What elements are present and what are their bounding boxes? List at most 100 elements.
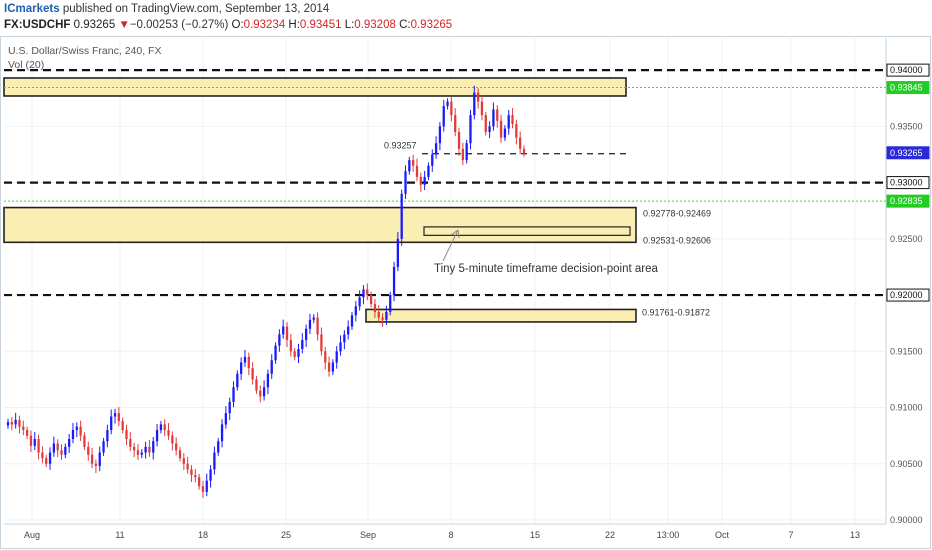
candle-body xyxy=(270,360,273,374)
candle-body xyxy=(48,452,52,464)
candle-body xyxy=(178,450,182,459)
high-value: 0.93451 xyxy=(299,19,342,31)
candle-body xyxy=(144,446,147,453)
candle-body xyxy=(419,176,422,185)
price-chart[interactable]: 0.92778-0.92469 0.92531-0.92606 0.91761-0.… xyxy=(0,36,932,550)
candle-body xyxy=(381,317,384,320)
candle-body xyxy=(37,439,40,453)
chart-title: U.S. Dollar/Swiss Franc, 240, FX xyxy=(8,45,161,57)
close-value: 0.93265 xyxy=(410,19,453,31)
close-label: C: xyxy=(399,19,411,31)
candle-body xyxy=(14,419,17,425)
candle-body xyxy=(350,315,354,327)
candle-body xyxy=(98,452,101,467)
zone-label: 0.91761-0.91872 xyxy=(642,307,710,317)
open-value: 0.93234 xyxy=(243,19,286,31)
chart-header: ICmarkets published on TradingView.com, … xyxy=(0,0,932,36)
candle-body xyxy=(255,379,258,391)
candle-body xyxy=(484,115,487,132)
candle-body xyxy=(64,446,67,455)
zone-rect xyxy=(3,206,637,244)
price-tag-box xyxy=(886,146,930,160)
candle-body xyxy=(171,435,174,444)
candle-body xyxy=(159,424,163,431)
candle-body xyxy=(396,238,400,267)
candle-body xyxy=(308,319,312,329)
x-tick-label: 7 xyxy=(788,530,793,540)
candle-body xyxy=(476,92,480,102)
low-label: L: xyxy=(344,19,355,31)
candle-body xyxy=(213,452,216,470)
price-tag-box xyxy=(886,63,930,77)
candle-body xyxy=(87,446,90,455)
candle-body xyxy=(289,340,292,352)
x-tick-label: 18 xyxy=(198,530,208,540)
axes: Aug 11 18 25 Sep 8 15 22 13:00 Oct 7 13 0.90000 0.905… xyxy=(4,38,930,540)
candle-body xyxy=(186,463,189,470)
candle-body xyxy=(389,295,392,312)
price-tag-label: 0.93845 xyxy=(890,83,923,93)
candle-body xyxy=(415,165,419,177)
candle-body xyxy=(220,424,224,442)
candle-body xyxy=(327,362,331,372)
volume-indicator-label[interactable]: Vol (20) xyxy=(8,59,44,71)
published-text: published on TradingView.com, September … xyxy=(62,3,330,15)
zone-rect xyxy=(3,77,627,97)
price-tag-label: 0.92835 xyxy=(890,196,923,206)
x-tick-label: Aug xyxy=(24,530,40,540)
candle-body xyxy=(400,193,403,239)
grid xyxy=(4,38,886,524)
candle-body xyxy=(377,311,380,318)
candle-body xyxy=(71,430,75,440)
candle-body xyxy=(454,115,457,132)
change-value: −0.00253 (−0.27%) xyxy=(129,19,229,31)
candle-body xyxy=(282,326,285,335)
candle-body xyxy=(259,390,262,397)
candle-body xyxy=(450,101,453,116)
candle-body xyxy=(358,297,361,307)
candle-body xyxy=(320,334,323,352)
candle-body xyxy=(22,426,25,431)
x-tick-label: Sep xyxy=(360,530,376,540)
candle-body xyxy=(102,441,105,453)
author-link[interactable]: ICmarkets xyxy=(4,3,60,15)
candle-body xyxy=(316,317,319,335)
candle-body xyxy=(339,342,342,352)
candle-body xyxy=(335,351,338,363)
symbol-label[interactable]: FX:USDCHF xyxy=(4,19,71,31)
candle-body xyxy=(121,421,124,431)
candle-body xyxy=(68,439,71,447)
candle-body xyxy=(113,413,117,417)
candle-body xyxy=(511,115,514,125)
candle-body xyxy=(461,148,464,161)
high-label: H: xyxy=(288,19,300,31)
candle-body xyxy=(473,92,476,116)
price-tag-label: 0.94000 xyxy=(890,65,923,75)
annotation-arrow xyxy=(442,229,459,262)
candle-body xyxy=(274,345,277,361)
candle-body xyxy=(392,266,396,296)
candle-body xyxy=(301,340,304,350)
price-tag-label: 0.92000 xyxy=(890,290,923,300)
candle-body xyxy=(155,430,159,442)
header-line-publish: ICmarkets published on TradingView.com, … xyxy=(4,1,329,17)
candle-body xyxy=(232,387,235,402)
price-tag-label: 0.93000 xyxy=(890,178,923,188)
candle-body xyxy=(324,351,327,363)
annotations: Tiny 5-minute timeframe decision-point a… xyxy=(434,229,659,275)
candle-body xyxy=(247,356,250,369)
y-tick-label: 0.90000 xyxy=(890,515,923,525)
last-price: 0.93265 xyxy=(73,19,116,31)
candle-body xyxy=(6,422,10,426)
candle-body xyxy=(190,469,193,476)
y-tick-label: 0.92500 xyxy=(890,234,923,244)
candle-body xyxy=(507,115,510,129)
candle-body xyxy=(404,171,407,194)
candle-body xyxy=(240,362,243,374)
candle-body xyxy=(224,413,228,425)
candle-body xyxy=(515,124,518,138)
candle-body xyxy=(41,452,44,459)
candle-body xyxy=(94,463,98,467)
candle-body xyxy=(499,120,503,138)
zone-rect xyxy=(365,308,637,323)
